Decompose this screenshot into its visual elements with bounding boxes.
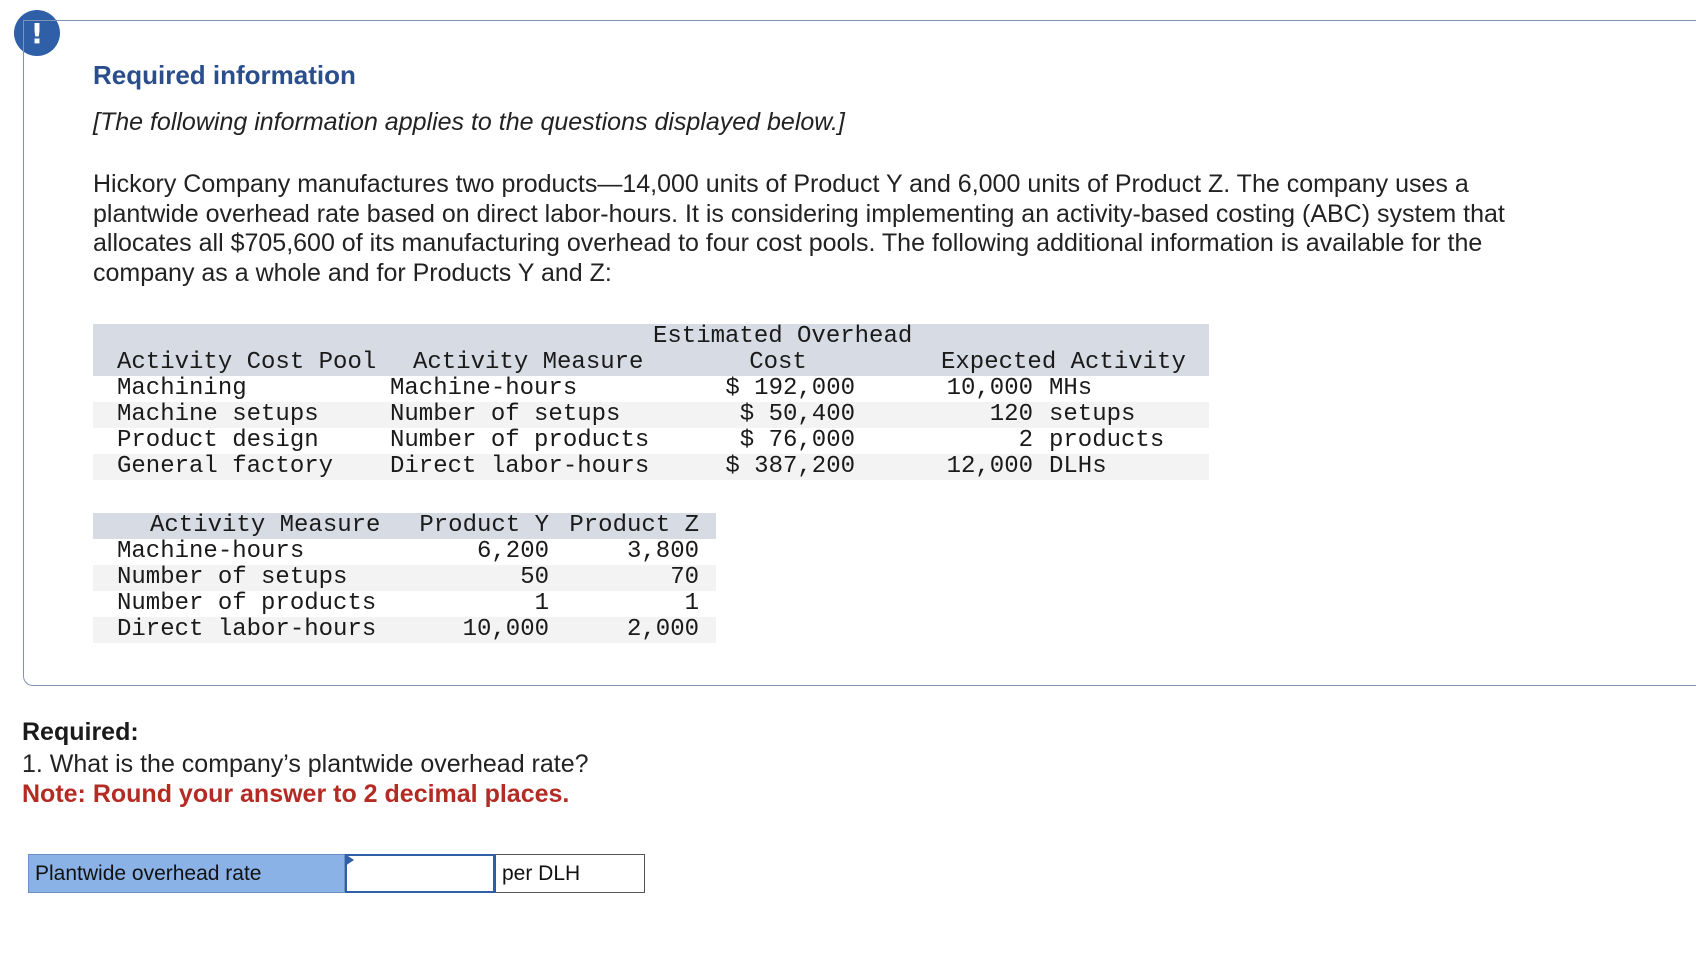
product-y-value: 1: [534, 590, 549, 617]
overhead-cost: $ 387,200: [725, 453, 855, 480]
header-activity-cost-pool: Activity Cost Pool: [117, 349, 377, 376]
product-activity-table: Activity Measure Product Y Product Z Mac…: [93, 513, 716, 643]
question-text: 1. What is the company’s plantwide overh…: [22, 750, 589, 778]
table-row: General factory Direct labor-hours $ 387…: [93, 454, 1209, 480]
activity-amount: 120: [989, 401, 1033, 428]
activity-measure: Number of products: [117, 590, 377, 617]
activity-measure: Direct labor-hours: [390, 453, 650, 480]
activity-unit: DLHs: [1049, 453, 1107, 480]
table-row: Number of products 1 1: [93, 591, 716, 617]
activity-unit: products: [1049, 427, 1165, 454]
product-y-value: 50: [520, 564, 549, 591]
cost-pool-table: Activity Cost Pool Activity Measure Esti…: [93, 324, 1209, 480]
unit-label: per DLH: [495, 854, 645, 893]
header-product-z: Product Z: [569, 512, 699, 539]
table-row: Number of setups 50 70: [93, 565, 716, 591]
table-row: Machine-hours 6,200 3,800: [93, 539, 716, 565]
required-info-panel: [23, 20, 1696, 686]
alert-icon: !: [14, 10, 60, 56]
required-info-title: Required information: [93, 60, 356, 90]
header-product-y: Product Y: [419, 512, 549, 539]
table-row: Machining Machine-hours $ 192,000 10,000…: [93, 376, 1209, 402]
overhead-cost: $ 76,000: [739, 427, 855, 454]
table-row: Direct labor-hours 10,000 2,000: [93, 617, 716, 643]
applies-note: [The following information applies to th…: [93, 108, 845, 136]
header-activity-measure: Activity Measure: [413, 349, 644, 376]
activity-measure: Number of setups: [117, 564, 348, 591]
activity-unit: MHs: [1049, 375, 1093, 402]
product-z-value: 70: [670, 564, 699, 591]
plantwide-overhead-rate-input[interactable]: [345, 854, 495, 893]
table-row: Product design Number of products $ 76,0…: [93, 428, 1209, 454]
pool-name: Machine setups: [117, 401, 319, 428]
header-cost-line2: Cost: [749, 349, 807, 376]
activity-measure: Direct labor-hours: [117, 616, 377, 643]
input-flag-icon: [345, 854, 354, 866]
product-y-value: 10,000: [462, 616, 549, 643]
answer-label: Plantwide overhead rate: [28, 854, 345, 893]
table-row: Machine setups Number of setups $ 50,400…: [93, 402, 1209, 428]
product-y-value: 6,200: [476, 538, 549, 565]
activity-amount: 2: [1018, 427, 1033, 454]
overhead-cost: $ 192,000: [725, 375, 855, 402]
table-header-row: Activity Measure Product Y Product Z: [93, 513, 716, 539]
product-z-value: 3,800: [626, 538, 699, 565]
activity-measure: Machine-hours: [117, 538, 305, 565]
activity-measure: Machine-hours: [390, 375, 578, 402]
activity-amount: 10,000: [946, 375, 1033, 402]
header-cost-line1-text: Estimated Overhead: [653, 323, 913, 350]
activity-unit: setups: [1049, 401, 1136, 428]
overhead-cost: $ 50,400: [739, 401, 855, 428]
problem-statement: Hickory Company manufactures two product…: [93, 170, 1505, 287]
pool-name: Product design: [117, 427, 319, 454]
header-expected-activity: Expected Activity: [941, 349, 1186, 376]
table-header-row: Activity Cost Pool Activity Measure Esti…: [93, 324, 1209, 376]
required-label: Required:: [22, 718, 139, 746]
rounding-note: Note: Round your answer to 2 decimal pla…: [22, 780, 570, 808]
product-z-value: 1: [684, 590, 699, 617]
header-activity-measure: Activity Measure: [150, 512, 381, 539]
activity-amount: 12,000: [946, 453, 1033, 480]
activity-measure: Number of setups: [390, 401, 621, 428]
pool-name: General factory: [117, 453, 334, 480]
pool-name: Machining: [117, 375, 247, 402]
product-z-value: 2,000: [626, 616, 699, 643]
activity-measure: Number of products: [390, 427, 650, 454]
